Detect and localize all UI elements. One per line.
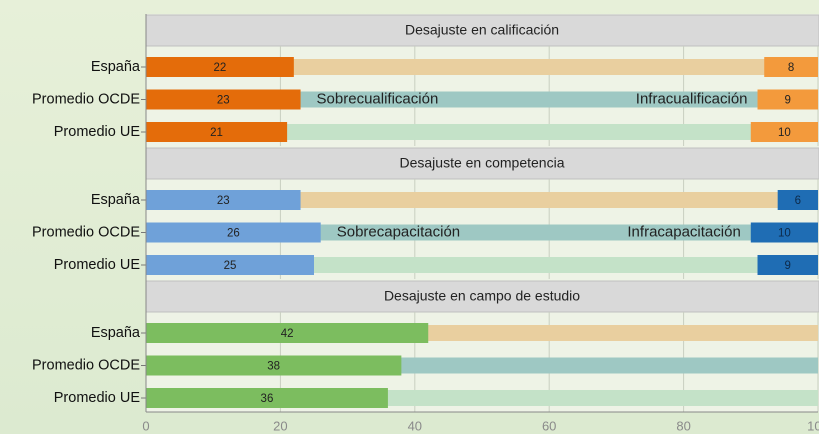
value-label: 26 <box>227 228 240 240</box>
x-tick-label: 0 <box>142 418 149 433</box>
category-label: España <box>91 325 141 341</box>
category-label: Promedio UE <box>54 124 141 140</box>
bar <box>757 255 818 275</box>
value-label: 25 <box>224 260 237 272</box>
bar <box>764 57 818 77</box>
value-label: 23 <box>217 95 230 107</box>
track-bar <box>146 192 818 208</box>
value-label: 9 <box>785 260 791 272</box>
x-tick-label: 60 <box>542 418 556 433</box>
panel-header <box>145 280 819 313</box>
x-tick-label: 100 <box>807 418 819 433</box>
bar <box>146 122 288 142</box>
annotation: Sobrecapacitación <box>337 223 460 240</box>
bar <box>146 355 402 376</box>
plot-area <box>146 14 819 412</box>
category-label: Promedio UE <box>54 257 141 273</box>
track-bar <box>146 91 818 108</box>
annotation: Infracualificación <box>636 90 748 107</box>
bar <box>146 388 388 408</box>
value-label: 10 <box>778 127 791 139</box>
bar <box>750 222 818 243</box>
bar <box>146 323 429 343</box>
value-label: 6 <box>795 195 801 207</box>
category-label: Promedio OCDE <box>32 357 140 373</box>
panel-header <box>145 14 819 47</box>
x-tick-label: 40 <box>408 418 422 433</box>
x-tick-label: 80 <box>676 418 690 433</box>
bar <box>146 57 294 77</box>
value-label: 9 <box>785 95 791 107</box>
panel-title: Desajuste en competencia <box>400 155 565 171</box>
value-label: 36 <box>261 393 274 405</box>
category-label: España <box>91 192 141 208</box>
value-label: 21 <box>210 127 223 139</box>
value-label: 42 <box>281 328 294 340</box>
value-label: 8 <box>788 62 794 74</box>
value-label: 23 <box>217 195 230 207</box>
bar <box>146 255 314 275</box>
value-label: 38 <box>267 361 280 373</box>
track-bar <box>146 124 818 140</box>
bar <box>750 122 818 142</box>
bar <box>146 190 301 210</box>
category-label: Promedio OCDE <box>32 224 140 240</box>
category-label: Promedio UE <box>54 390 141 406</box>
bar <box>146 222 321 243</box>
value-label: 22 <box>214 62 227 74</box>
annotation: Sobrecualificación <box>317 90 439 107</box>
panel-title: Desajuste en calificación <box>405 22 559 38</box>
value-label: 10 <box>778 228 791 240</box>
category-label: Promedio OCDE <box>32 91 140 107</box>
annotation: Infracapacitación <box>627 223 740 240</box>
panel-header <box>145 147 819 180</box>
track-bar <box>146 59 818 75</box>
bar <box>777 190 818 210</box>
panel-title: Desajuste en campo de estudio <box>384 288 580 304</box>
category-label: España <box>91 59 141 75</box>
bar <box>146 89 301 110</box>
x-tick-label: 20 <box>273 418 287 433</box>
bar <box>757 89 818 110</box>
